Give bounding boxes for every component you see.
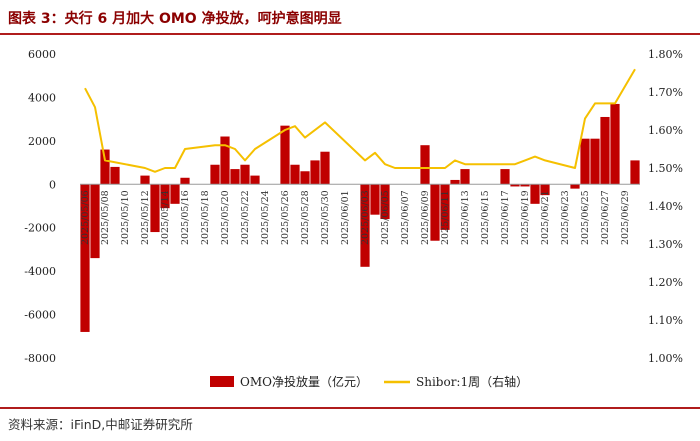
bar xyxy=(570,184,580,189)
bar xyxy=(360,184,370,267)
chart-title: 图表 3：央行 6 月加大 OMO 净投放，呵护意图明显 xyxy=(8,11,342,27)
x-axis-tick-label: 2025/06/07 xyxy=(400,190,411,245)
legend-label-line: Shibor:1周（右轴） xyxy=(416,374,528,389)
right-axis-tick-label: 1.70% xyxy=(648,86,683,99)
bar xyxy=(500,169,510,185)
bar xyxy=(580,138,590,185)
bar xyxy=(510,184,520,187)
bar xyxy=(140,175,150,185)
x-axis-tick-label: 2025/05/14 xyxy=(160,190,171,245)
left-axis-tick-label: -8000 xyxy=(24,352,56,365)
bar xyxy=(150,184,160,233)
x-axis-tick-label: 2025/06/09 xyxy=(420,190,431,245)
right-axis-tick-label: 1.80% xyxy=(648,48,683,61)
bar xyxy=(520,184,530,187)
bar xyxy=(280,125,290,185)
combo-chart: 6000 4000 2000 0 -2000 -4000 -6000 -8000 1.80% 1.… xyxy=(24,48,683,389)
right-axis-tick-label: 1.10% xyxy=(648,314,683,327)
left-axis-tick-label: -6000 xyxy=(24,309,56,322)
right-axis-tick-label: 1.20% xyxy=(648,276,683,289)
x-axis-tick-label: 2025/06/25 xyxy=(580,190,591,245)
x-axis-tick-label: 2025/06/17 xyxy=(500,190,511,245)
x-axis-tick-label: 2025/05/26 xyxy=(280,190,291,245)
x-axis-tick-label: 2025/06/13 xyxy=(460,190,471,245)
bar xyxy=(460,169,470,185)
bar xyxy=(90,184,100,259)
bar xyxy=(300,171,310,185)
x-axis-tick-label: 2025/06/01 xyxy=(340,190,351,245)
x-axis-tick-label: 2025/06/27 xyxy=(600,190,611,245)
right-axis-tick-label: 1.40% xyxy=(648,200,683,213)
x-axis-tick-label: 2025/05/18 xyxy=(200,190,211,245)
right-axis-tick-label: 1.60% xyxy=(648,124,683,137)
x-axis-tick-label: 2025/05/12 xyxy=(140,190,151,245)
bar xyxy=(630,160,640,185)
title-divider xyxy=(0,33,700,35)
x-axis-tick-label: 2025/05/06 xyxy=(80,190,91,245)
bar xyxy=(180,177,190,185)
x-axis-tick-label: 2025/06/15 xyxy=(480,190,491,245)
bar xyxy=(240,164,250,185)
left-axis-tick-label: 0 xyxy=(49,178,56,191)
left-axis-tick-label: 6000 xyxy=(28,48,56,61)
chart-title-bar: 图表 3：央行 6 月加大 OMO 净投放，呵护意图明显 xyxy=(0,0,700,35)
chart-area: 6000 4000 2000 0 -2000 -4000 -6000 -8000 1.80% 1.… xyxy=(0,36,700,404)
bar xyxy=(110,166,120,185)
bar xyxy=(230,169,240,185)
bar xyxy=(210,164,220,185)
bar xyxy=(320,151,330,185)
left-axis-tick-label: -4000 xyxy=(24,265,56,278)
bar xyxy=(600,116,610,185)
bar xyxy=(80,184,90,332)
bar xyxy=(100,149,110,185)
bar xyxy=(220,136,230,185)
left-axis-tick-label: 2000 xyxy=(28,135,56,148)
x-axis-tick-label: 2025/06/03 xyxy=(360,190,371,245)
source-divider xyxy=(0,407,700,409)
legend-label-bar: OMO净投放量（亿元） xyxy=(240,374,368,389)
bar xyxy=(170,184,180,204)
bar xyxy=(530,184,540,204)
bar xyxy=(290,164,300,185)
bar xyxy=(370,184,380,215)
x-axis-tick-label: 2025/06/21 xyxy=(540,190,551,245)
bar xyxy=(610,103,620,185)
bar xyxy=(430,184,440,241)
bar xyxy=(450,179,460,185)
x-axis-tick-label: 2025/05/24 xyxy=(260,190,271,245)
bar xyxy=(420,145,430,185)
x-axis-tick-label: 2025/06/19 xyxy=(520,190,531,245)
x-axis-tick-label: 2025/05/20 xyxy=(220,190,231,245)
x-axis-tick-label: 2025/05/10 xyxy=(120,190,131,245)
x-axis-tick-label: 2025/06/23 xyxy=(560,190,571,245)
x-axis-tick-label: 2025/05/28 xyxy=(300,190,311,245)
shibor-line xyxy=(84,68,636,173)
bar xyxy=(380,184,390,220)
x-axis-tick-label: 2025/06/11 xyxy=(440,190,451,245)
x-axis-tick-label: 2025/05/30 xyxy=(320,190,331,245)
right-axis-tick-label: 1.50% xyxy=(648,162,683,175)
left-axis-tick-label: -2000 xyxy=(24,222,56,235)
left-axis-tick-label: 4000 xyxy=(28,91,56,104)
bar xyxy=(540,184,550,196)
x-axis-tick-label: 2025/06/29 xyxy=(620,190,631,245)
x-axis-tick-label: 2025/05/22 xyxy=(240,190,251,245)
bar xyxy=(250,175,260,185)
bar xyxy=(160,184,170,209)
x-axis-tick-label: 2025/05/16 xyxy=(180,190,191,245)
legend-swatch-bar xyxy=(210,376,234,387)
source-note: 资料来源：iFinD,中邮证券研究所 xyxy=(8,417,193,432)
x-axis-tick-label: 2025/05/08 xyxy=(100,190,111,245)
x-axis-tick-label: 2025/06/05 xyxy=(380,190,391,245)
bar xyxy=(590,138,600,185)
bar xyxy=(310,160,320,185)
right-axis-tick-label: 1.30% xyxy=(648,238,683,251)
bar xyxy=(440,184,450,230)
right-axis-tick-label: 1.00% xyxy=(648,352,683,365)
